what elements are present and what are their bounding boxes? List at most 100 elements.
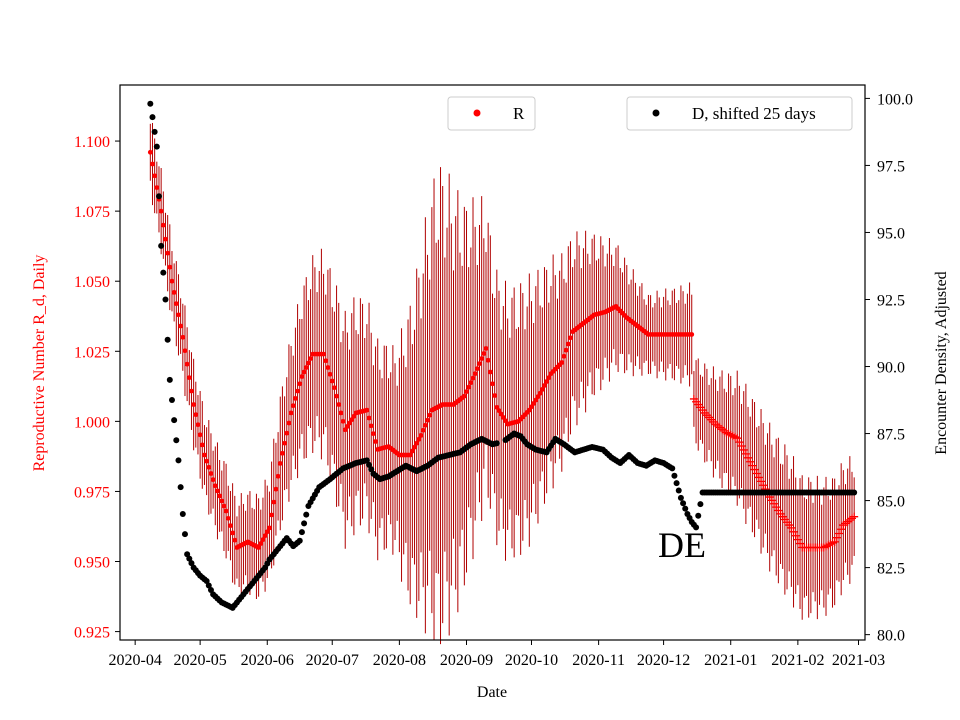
d-point [149, 114, 156, 121]
r-point [282, 440, 287, 446]
r-point [414, 440, 420, 446]
r-point [537, 390, 543, 396]
x-tick-label: 2020-05 [173, 652, 226, 669]
r-point [492, 393, 498, 398]
d-point [186, 555, 193, 562]
y-right-axis-ticks: 80.0 82.5 85.0 87.5 90.0 92.5 95.0 97.5 100.0 [865, 91, 913, 645]
r-point [297, 381, 303, 387]
r-point [568, 335, 573, 341]
r-point [169, 278, 175, 284]
r-point [208, 471, 214, 476]
r-point [487, 369, 493, 375]
r-point [464, 389, 469, 395]
d-point [151, 128, 158, 135]
r-point [154, 185, 160, 190]
r-point [284, 430, 290, 436]
r-point [221, 503, 227, 509]
r-point [217, 493, 223, 499]
r-point [334, 393, 339, 399]
r-point [182, 348, 188, 354]
r-point [468, 380, 474, 386]
r-point [193, 412, 199, 418]
r-point [262, 533, 268, 539]
r-point [299, 374, 305, 379]
y-right-tick-label: 97.5 [877, 158, 905, 175]
r-point [178, 323, 184, 329]
d-point [368, 466, 375, 473]
d-point [181, 531, 188, 538]
r-dot-points [147, 149, 695, 550]
r-point [364, 407, 370, 413]
y-right-tick-label: 87.5 [877, 427, 905, 444]
plot-frame [119, 84, 866, 641]
d-point [153, 143, 160, 150]
y-right-tick-label: 80.0 [877, 628, 905, 645]
x-tick-label: 2021-03 [832, 652, 885, 669]
r-point [539, 387, 545, 392]
d-point [171, 417, 178, 424]
r-point [418, 432, 424, 438]
r-point [189, 388, 194, 394]
r-point [225, 515, 231, 521]
r-point [215, 488, 220, 494]
r-plus-point [837, 525, 846, 534]
d-point [177, 484, 184, 491]
r-point [295, 388, 300, 394]
d-point [160, 269, 167, 276]
r-point [199, 442, 205, 448]
d-point [363, 457, 370, 464]
x-axis-label: Date [477, 684, 507, 701]
y-left-axis-label: Reproductive Number R_d, Daily [31, 255, 48, 472]
r-point [559, 360, 565, 365]
legend-d-label: D, shifted 25 days [692, 104, 816, 123]
legend-r: R [447, 96, 536, 131]
d-point [671, 472, 678, 479]
d-point [298, 529, 305, 536]
x-tick-label: 2020-04 [108, 652, 161, 669]
d-point [164, 336, 171, 343]
r-point [490, 381, 495, 387]
r-point [277, 461, 283, 466]
r-point [416, 436, 422, 442]
y-left-tick-label: 0.950 [74, 555, 110, 572]
r-point [230, 530, 236, 536]
r-point [477, 361, 482, 367]
x-tick-label: 2020-11 [572, 652, 625, 669]
d-point [147, 100, 154, 107]
d-point [680, 500, 687, 507]
r-point [290, 403, 296, 409]
r-point [336, 402, 342, 407]
legend-r-marker [473, 109, 481, 117]
r-plus-point [830, 537, 839, 546]
r-point [483, 346, 489, 351]
x-tick-label: 2020-08 [373, 652, 426, 669]
r-point [286, 420, 292, 426]
r-point [338, 410, 344, 416]
y-right-tick-label: 92.5 [877, 292, 905, 309]
y-right-tick-label: 85.0 [877, 494, 905, 511]
r-point [474, 366, 480, 372]
d-point [162, 296, 169, 303]
r-point [325, 365, 331, 370]
d-point [851, 489, 858, 496]
d-point [175, 457, 182, 464]
r-point [308, 356, 313, 361]
r-point [479, 356, 485, 361]
r-point [420, 427, 426, 433]
r-point [173, 301, 179, 307]
r-point [427, 412, 433, 418]
d-point [669, 465, 676, 472]
r-point [258, 541, 264, 546]
r-point [180, 334, 186, 340]
r-point [689, 332, 695, 337]
legend-r-box [447, 96, 536, 131]
r-point [306, 360, 311, 366]
r-point [485, 357, 491, 363]
x-tick-label: 2021-02 [771, 652, 824, 669]
r-point [544, 379, 550, 384]
d-point [168, 397, 175, 404]
r-point [195, 422, 201, 428]
r-point [332, 385, 337, 391]
y-left-tick-label: 1.075 [74, 204, 110, 221]
r-point [561, 353, 567, 359]
